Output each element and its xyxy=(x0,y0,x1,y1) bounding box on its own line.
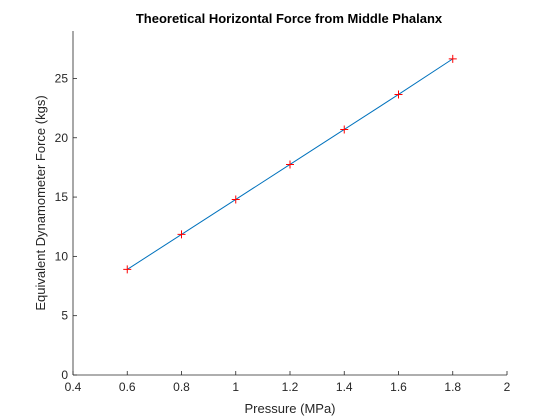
x-tick-label: 1 xyxy=(232,380,239,394)
data-point-marker xyxy=(340,125,349,134)
y-axis-label: Equivalent Dynamometer Force (kgs) xyxy=(33,95,48,310)
y-tick-label: 25 xyxy=(55,71,69,85)
data-point-marker xyxy=(286,160,294,169)
data-point-marker xyxy=(394,90,403,99)
x-tick-label: 1.2 xyxy=(282,380,299,394)
x-tick-label: 0.6 xyxy=(119,380,136,394)
y-tick-label: 0 xyxy=(61,368,68,382)
x-tick-label: 2 xyxy=(504,380,511,394)
plot-area: 0.4 0.6 0.8 1 1.2 1.4 1.6 1.8 2 0 5 10 15 20 25 xyxy=(55,31,511,394)
x-ticks: 0.4 0.6 0.8 1 1.2 1.4 1.6 1.8 2 xyxy=(65,371,511,394)
x-tick-label: 0.8 xyxy=(173,380,190,394)
series-layer xyxy=(123,54,457,274)
chart-title: Theoretical Horizontal Force from Middle… xyxy=(136,11,443,26)
data-point-marker xyxy=(123,265,132,274)
x-tick-label: 0.4 xyxy=(65,380,82,394)
x-tick-label: 1.6 xyxy=(390,380,407,394)
x-tick-label: 1.8 xyxy=(444,380,461,394)
y-tick-label: 10 xyxy=(55,249,69,263)
data-point-marker xyxy=(231,195,240,204)
y-tick-label: 15 xyxy=(55,190,69,204)
data-point-marker xyxy=(448,54,457,63)
data-point-marker xyxy=(177,230,186,239)
y-tick-label: 5 xyxy=(61,309,68,323)
x-tick-label: 1.4 xyxy=(336,380,353,394)
y-tick-label: 20 xyxy=(55,131,69,145)
x-axis-label: Pressure (MPa) xyxy=(244,401,335,416)
y-ticks: 0 5 10 15 20 25 xyxy=(55,71,77,382)
